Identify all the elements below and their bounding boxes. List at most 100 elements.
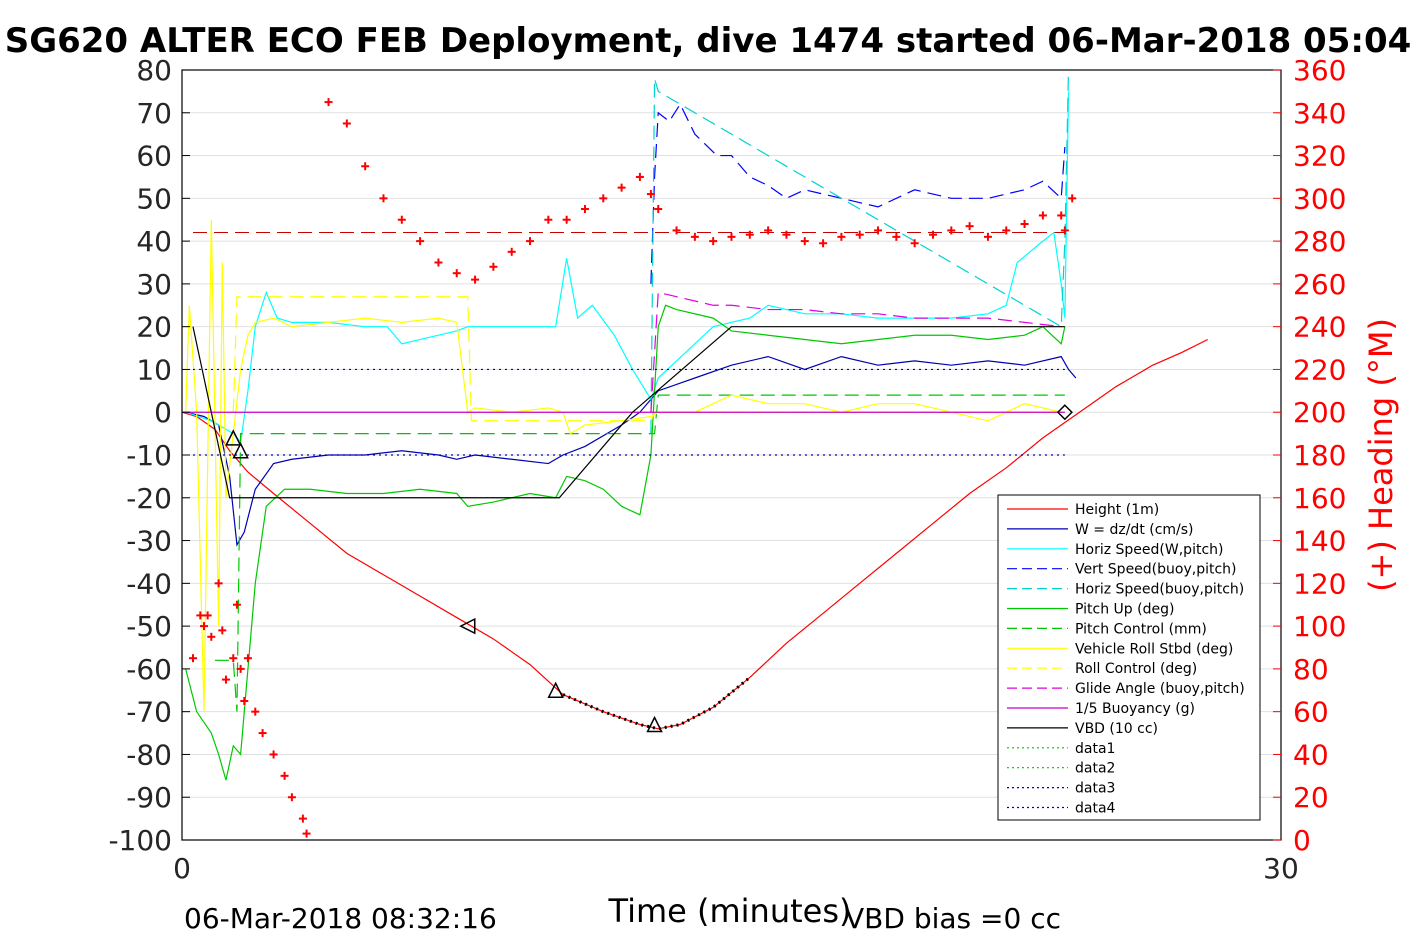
y-axis-right: 3603403203002802602402202001801601401201… [1273, 54, 1346, 857]
y-tick-label: -30 [126, 525, 172, 558]
event-marker [225, 429, 242, 446]
heading-marker [1060, 226, 1069, 235]
y-tick-label: 40 [136, 225, 172, 258]
legend-entry: data3 [1075, 781, 1115, 797]
y-tick-label: -100 [108, 824, 172, 857]
heading-marker [562, 215, 571, 224]
heading-marker [1020, 220, 1029, 228]
y-right-tick-label: 200 [1293, 396, 1346, 429]
heading-marker [947, 226, 956, 235]
heading-marker [507, 247, 516, 256]
heading-marker [709, 237, 718, 246]
heading-marker [298, 814, 307, 823]
y-right-tick-label: 340 [1293, 97, 1346, 130]
event-marker [459, 617, 476, 635]
heading-marker [1057, 211, 1066, 220]
legend-entry: Height (1m) [1075, 502, 1159, 518]
legend-entry: Vert Speed(buoy,pitch) [1075, 562, 1237, 578]
y-right-tick-label: 0 [1293, 824, 1311, 857]
heading-marker [764, 226, 773, 235]
x-tick-label: 30 [1263, 852, 1299, 885]
y-tick-label: -90 [126, 781, 172, 814]
heading-marker [214, 579, 223, 588]
heading-marker [221, 675, 230, 684]
heading-marker [855, 230, 864, 239]
legend-entry: 1/5 Buoyancy (g) [1075, 701, 1195, 717]
heading-marker [983, 232, 992, 241]
heading-marker [892, 232, 901, 241]
series-line-vbd-10-cc- [192, 326, 1065, 499]
y-right-tick-label: 100 [1293, 610, 1346, 643]
y-tick-label: 20 [136, 311, 172, 344]
y-right-tick-label: 80 [1293, 653, 1329, 686]
event-marker [232, 442, 249, 459]
heading-marker [819, 239, 828, 248]
y-right-tick-label: 240 [1293, 311, 1346, 344]
legend-entry: data1 [1075, 741, 1115, 757]
heading-marker [526, 237, 535, 246]
heading-marker [397, 215, 406, 224]
legend-entry: Glide Angle (buoy,pitch) [1075, 681, 1245, 697]
y-right-tick-label: 40 [1293, 738, 1329, 771]
heading-marker [188, 654, 197, 663]
legend-entry: Horiz Speed(buoy,pitch) [1075, 582, 1244, 598]
heading-marker [207, 632, 216, 641]
heading-marker [727, 232, 736, 241]
heading-marker [599, 194, 608, 203]
heading-marker [232, 600, 241, 609]
y-right-tick-label: 260 [1293, 268, 1346, 301]
heading-marker [800, 237, 809, 246]
heading-marker [302, 829, 311, 838]
legend-entry: Vehicle Roll Stbd (deg) [1075, 641, 1233, 657]
series-line-w-dz-dt-cm-s- [185, 355, 1077, 547]
series-line-pitch-up-deg- [185, 304, 1066, 781]
heading-marker [874, 226, 883, 235]
y-right-tick-label: 300 [1293, 182, 1346, 215]
heading-marker [240, 696, 249, 705]
y-right-tick-label: 160 [1293, 482, 1346, 515]
footer-vbd-bias: VBD bias =0 cc [845, 902, 1061, 935]
y-tick-label: 30 [136, 268, 172, 301]
y-tick-label: 60 [136, 140, 172, 173]
y-axis-left: 80 70 60 50 40 30 20 10 0 -10 -20 -30 -40 -50 -60 -70 -8… [108, 54, 190, 857]
legend: Height (1m) W = dz/dt (cm/s) Horiz Speed(W… [997, 494, 1261, 821]
x-axis-label: Time (minutes) [608, 892, 852, 930]
series-line-pitch-control-mm- [214, 394, 1065, 712]
heading-marker [229, 654, 238, 663]
heading-marker [654, 205, 663, 214]
heading-marker [203, 611, 212, 620]
heading-marker [928, 230, 937, 239]
y-right-tick-label: 20 [1293, 781, 1329, 814]
series-line-vehicle-roll-stbd-deg- [185, 219, 1062, 712]
heading-marker [782, 230, 791, 239]
legend-entry: Pitch Up (deg) [1075, 602, 1174, 618]
y-right-tick-label: 280 [1293, 225, 1346, 258]
heading-marker [361, 162, 370, 171]
y-right-tick-label: 60 [1293, 696, 1329, 729]
heading-marker [342, 119, 351, 128]
heading-marker [745, 230, 754, 239]
footer-timestamp: 06-Mar-2018 08:32:16 [184, 902, 497, 935]
heading-marker [617, 183, 626, 192]
heading-marker [580, 205, 589, 214]
heading-marker [243, 654, 252, 663]
heading-marker [544, 215, 553, 224]
heading-marker [646, 190, 655, 199]
series-line-glide-angle-buoy-pitch- [650, 291, 1062, 413]
heading-marker [837, 232, 846, 241]
y-right-tick-label: 180 [1293, 439, 1346, 472]
y-tick-label: 50 [136, 182, 172, 215]
heading-marker [965, 222, 974, 231]
heading-marker [1038, 211, 1047, 220]
legend-entry: data4 [1075, 801, 1116, 817]
series-line-horiz-speed-buoy-pitch- [650, 69, 1070, 434]
event-marker [547, 681, 564, 699]
legend-entry: Pitch Control (mm) [1075, 621, 1207, 637]
heading-marker [635, 172, 644, 181]
legend-entry: data2 [1075, 761, 1115, 777]
heading-marker [489, 262, 498, 271]
heading-marker [416, 237, 425, 246]
y-right-tick-label: 140 [1293, 525, 1346, 558]
heading-marker [218, 626, 227, 635]
